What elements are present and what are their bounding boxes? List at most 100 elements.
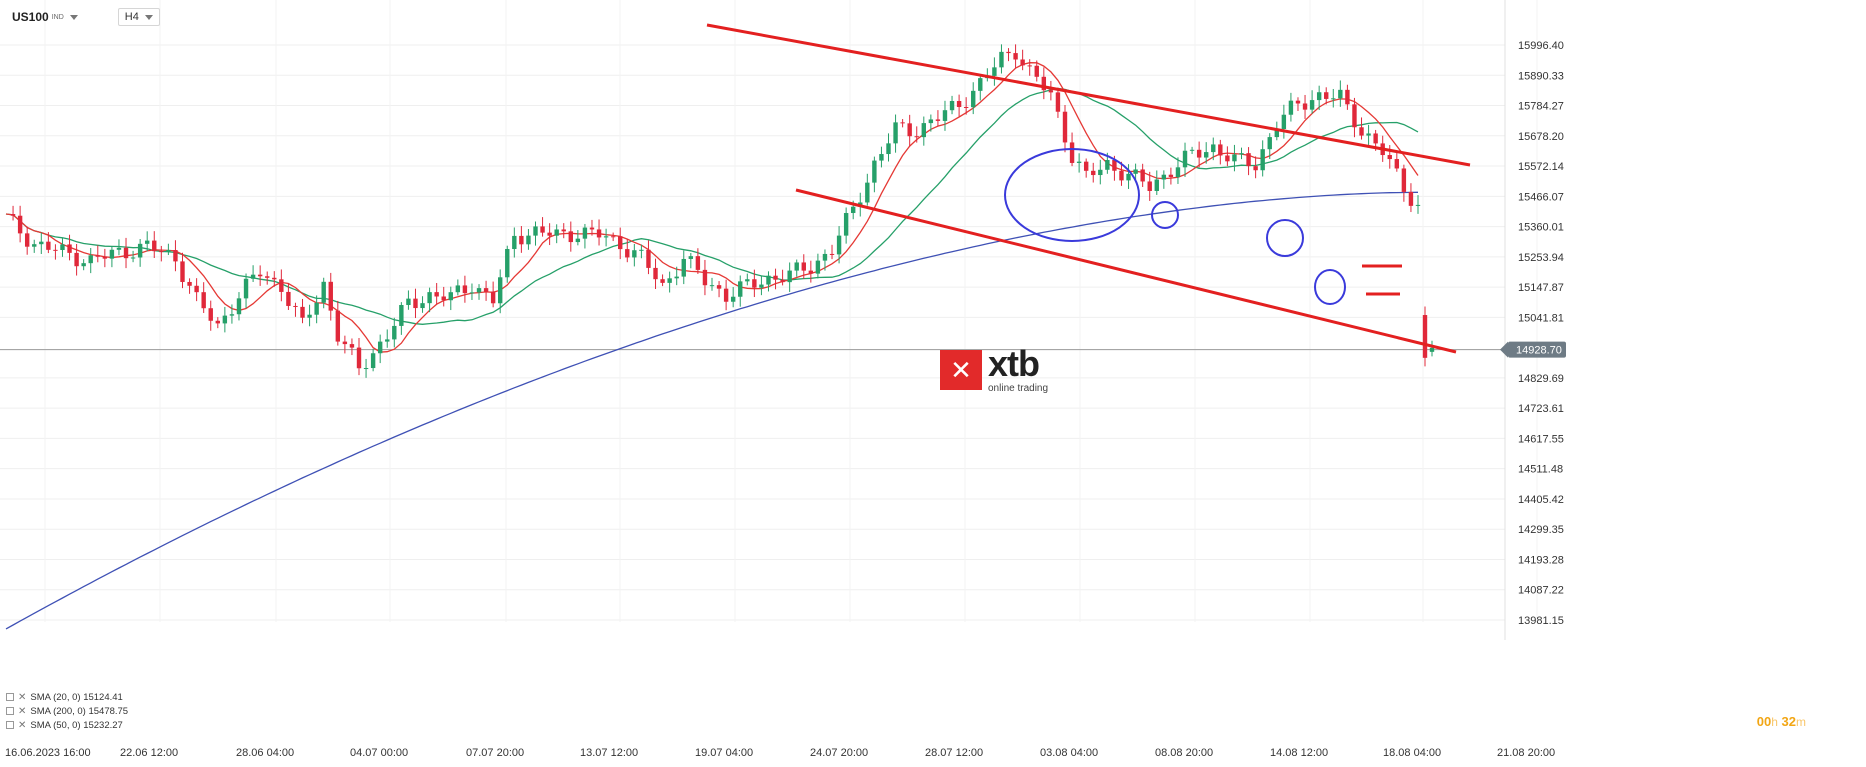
candle-body xyxy=(265,276,270,278)
x-tick-label: 16.06.2023 16:00 xyxy=(5,747,91,759)
candles xyxy=(10,44,1435,378)
candle-body xyxy=(1048,90,1054,93)
close-icon[interactable]: ✕ xyxy=(18,719,27,731)
y-tick-label: 14405.42 xyxy=(1518,494,1564,506)
candle-body xyxy=(469,292,475,294)
candle-body xyxy=(801,262,806,271)
candle-body xyxy=(1274,129,1279,138)
y-tick-label: 15041.81 xyxy=(1518,312,1564,324)
close-icon[interactable]: ✕ xyxy=(18,705,27,717)
candle-body xyxy=(137,243,143,258)
candle-body xyxy=(152,240,157,252)
legend-item[interactable]: ✕ SMA (50, 0) 15232.27 xyxy=(6,718,128,732)
y-tick-label: 15678.20 xyxy=(1518,131,1564,143)
candle-body xyxy=(1013,53,1018,60)
candle-body xyxy=(893,122,898,144)
candle-body xyxy=(949,100,955,111)
candle-body xyxy=(1246,153,1251,167)
candle-body xyxy=(180,261,185,282)
candle-body xyxy=(498,277,503,304)
candle-body xyxy=(399,305,404,326)
symbol-selector[interactable]: US100 IND xyxy=(12,10,78,24)
settings-icon[interactable] xyxy=(6,707,14,715)
candle-body xyxy=(1415,204,1421,206)
x-tick-label: 13.07 12:00 xyxy=(580,747,638,759)
candle-body xyxy=(1175,167,1181,178)
candle-body xyxy=(610,236,616,238)
candle-body xyxy=(519,235,524,245)
current-price-tag xyxy=(1508,341,1566,358)
candle-body xyxy=(674,276,679,279)
sma-200-line xyxy=(5,191,1419,630)
candle-body xyxy=(60,244,65,251)
logo-tagline: online trading xyxy=(988,383,1049,394)
current-price-tag-arrow xyxy=(1500,341,1508,358)
candle-body xyxy=(1211,144,1216,153)
candle-body xyxy=(462,285,468,294)
candle-body xyxy=(39,241,44,245)
close-icon[interactable]: ✕ xyxy=(18,691,27,703)
y-tick-label: 15360.01 xyxy=(1518,222,1564,234)
candle-body xyxy=(32,244,37,247)
candle-body xyxy=(109,249,115,259)
settings-icon[interactable] xyxy=(6,693,14,701)
candle-body xyxy=(356,347,362,369)
candle-body xyxy=(321,281,326,303)
candle-body xyxy=(441,296,446,301)
candle-body xyxy=(766,275,771,285)
y-axis: 15996.40 15890.33 15784.27 15678.20 15572.14… xyxy=(1500,0,1566,640)
candle-body xyxy=(272,277,277,280)
candle-body xyxy=(1267,137,1272,150)
y-tick-label: 14829.69 xyxy=(1518,373,1564,385)
x-tick-label: 24.07 20:00 xyxy=(810,747,868,759)
candle-body xyxy=(1126,173,1131,181)
candle-body xyxy=(956,100,962,107)
candle-body xyxy=(625,249,630,258)
x-tick-label: 28.06 04:00 xyxy=(236,747,294,759)
candle-body xyxy=(1225,155,1230,162)
candle-body xyxy=(1027,65,1032,67)
x-tick-label: 22.06 12:00 xyxy=(120,747,178,759)
channel-upper-line xyxy=(706,23,1471,167)
candle-body xyxy=(420,303,425,309)
candle-body xyxy=(730,296,736,302)
current-price-label: 14928.70 xyxy=(1516,345,1562,357)
highlight-ellipse xyxy=(1266,219,1304,257)
x-tick-label: 03.08 04:00 xyxy=(1040,747,1098,759)
candle-body xyxy=(1161,174,1167,180)
candle-body xyxy=(971,90,976,108)
channel-lower-line xyxy=(795,188,1457,354)
candle-body xyxy=(1041,76,1047,91)
x-tick-label: 28.07 12:00 xyxy=(925,747,983,759)
settings-icon[interactable] xyxy=(6,721,14,729)
timer-minutes: 32 xyxy=(1781,714,1796,729)
candle-body xyxy=(759,284,764,288)
candle-body xyxy=(1422,315,1428,358)
timeframe-selector[interactable]: H4 xyxy=(117,8,160,26)
candle-body xyxy=(745,279,750,282)
candle-body xyxy=(1218,144,1223,156)
legend-item[interactable]: ✕ SMA (200, 0) 15478.75 xyxy=(6,704,128,718)
candle-body xyxy=(723,288,729,302)
candle-body xyxy=(1359,127,1364,136)
candle-body xyxy=(74,252,79,267)
candle-body xyxy=(1345,89,1350,105)
candle-body xyxy=(928,119,934,124)
candle-body xyxy=(787,270,792,283)
candle-body xyxy=(752,279,757,288)
candle-body xyxy=(526,235,531,245)
x-axis: 16.06.2023 16:00 22.06 12:00 28.06 04:00 04… xyxy=(5,747,1555,759)
legend-item[interactable]: ✕ SMA (20, 0) 15124.41 xyxy=(6,690,128,704)
candle-body xyxy=(215,320,220,324)
candle-body xyxy=(505,249,510,278)
candle-body xyxy=(1034,65,1039,77)
x-tick-label: 21.08 20:00 xyxy=(1497,747,1555,759)
candle-body xyxy=(243,278,249,299)
xtb-logo: ✕ xtb online trading xyxy=(940,346,1048,394)
candle-body xyxy=(159,251,164,253)
candle-body xyxy=(1295,100,1301,104)
candle-body xyxy=(1062,111,1068,143)
candle-body xyxy=(1147,181,1152,191)
y-tick-label: 14193.28 xyxy=(1518,554,1564,566)
